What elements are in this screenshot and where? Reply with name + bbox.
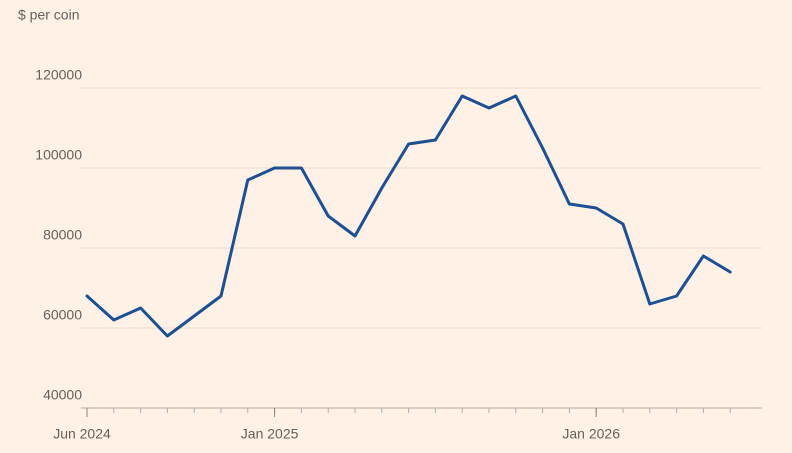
y-tick-label: 60000 xyxy=(43,307,82,323)
y-tick-label: 120000 xyxy=(35,67,82,83)
x-tick-label: Jun 2024 xyxy=(53,426,111,442)
y-tick-label: 40000 xyxy=(43,387,82,403)
y-tick-label: 80000 xyxy=(43,227,82,243)
y-tick-label: 100000 xyxy=(35,147,82,163)
x-tick-label: Jan 2025 xyxy=(241,426,299,442)
x-tick-label: Jan 2026 xyxy=(562,426,620,442)
y-axis-label: $ per coin xyxy=(18,7,79,23)
data-line xyxy=(85,94,732,338)
